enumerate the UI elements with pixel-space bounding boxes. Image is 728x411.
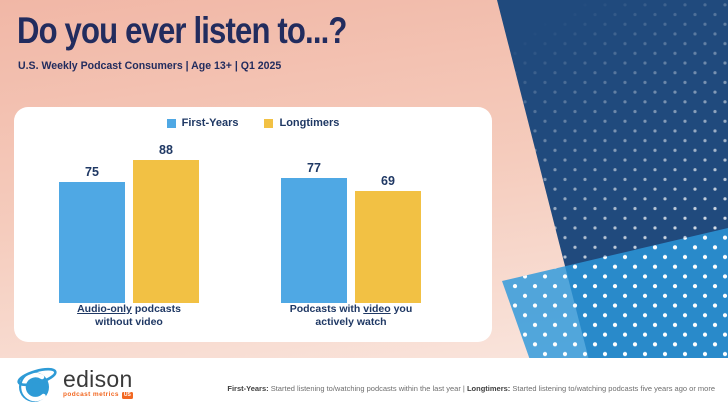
bar-group: 75 88: [59, 143, 199, 303]
text-part: Started listening to/watching podcasts w…: [268, 384, 467, 393]
category-label-line: Audio-only podcasts: [29, 303, 229, 316]
bar-value-label: 75: [85, 164, 99, 179]
lightblue-shape: [502, 228, 728, 360]
category-label-line: without video: [29, 316, 229, 329]
bar-value-label: 69: [381, 174, 395, 189]
chart-card: First-Years Longtimers 75 88 77 69 Audio-onl…: [14, 107, 492, 342]
chart-legend: First-Years Longtimers: [14, 117, 492, 129]
bar-chart: 75 88 77 69: [59, 143, 421, 303]
category-label: Audio-only podcasts without video: [29, 303, 229, 329]
footer: edison podcast metrics US First-Years: S…: [0, 358, 728, 411]
category-labels: Audio-only podcasts without video Podcasts…: [14, 303, 492, 337]
page-title: Do you ever listen to...?: [17, 10, 347, 51]
edison-logo-tagline: podcast metrics: [63, 391, 119, 399]
footnote: First-Years: Started listening to/watchi…: [227, 376, 715, 393]
bar-fill: [355, 191, 421, 303]
bar: 69: [355, 174, 421, 303]
edison-logo: edison podcast metrics US: [14, 364, 133, 406]
category-label-line: Podcasts with video you: [251, 303, 451, 316]
edison-logo-icon: [17, 367, 57, 402]
text-part: you: [390, 303, 413, 315]
text-part: video: [363, 303, 391, 315]
edison-logo-text: edison podcast metrics US: [63, 366, 133, 399]
text-part: without video: [95, 316, 163, 328]
text-part: Audio-only: [77, 303, 132, 315]
page-subtitle: U.S. Weekly Podcast Consumers | Age 13+ …: [18, 60, 282, 72]
text-part: First-Years:: [227, 384, 269, 393]
bar-group: 77 69: [281, 161, 421, 303]
legend-label: Longtimers: [279, 117, 340, 129]
text-part: actively watch: [315, 316, 387, 328]
text-part: Started listening to/watching podcasts f…: [510, 384, 715, 393]
category-label-line: actively watch: [251, 316, 451, 329]
text-part: Longtimers:: [466, 384, 511, 393]
edison-logo-badge: US: [121, 392, 133, 399]
category-label: Podcasts with video you actively watch: [251, 303, 451, 329]
bar-value-label: 88: [159, 143, 173, 158]
edison-logo-subline: podcast metrics US: [63, 392, 133, 399]
bar: 88: [133, 143, 199, 303]
legend-swatch: [264, 118, 274, 128]
bar: 77: [281, 161, 347, 303]
legend-item: Longtimers: [264, 117, 339, 129]
legend-label: First-Years: [181, 117, 239, 129]
text-part: Podcasts with: [289, 303, 364, 315]
text-part: podcasts: [131, 303, 181, 315]
bar-fill: [59, 181, 125, 303]
legend-swatch: [166, 118, 176, 128]
bar-fill: [281, 178, 347, 303]
legend-item: First-Years: [166, 117, 239, 129]
bar-value-label: 77: [307, 161, 321, 176]
bar: 75: [59, 164, 125, 303]
edison-logo-name: edison: [63, 366, 133, 392]
bar-fill: [133, 160, 199, 303]
